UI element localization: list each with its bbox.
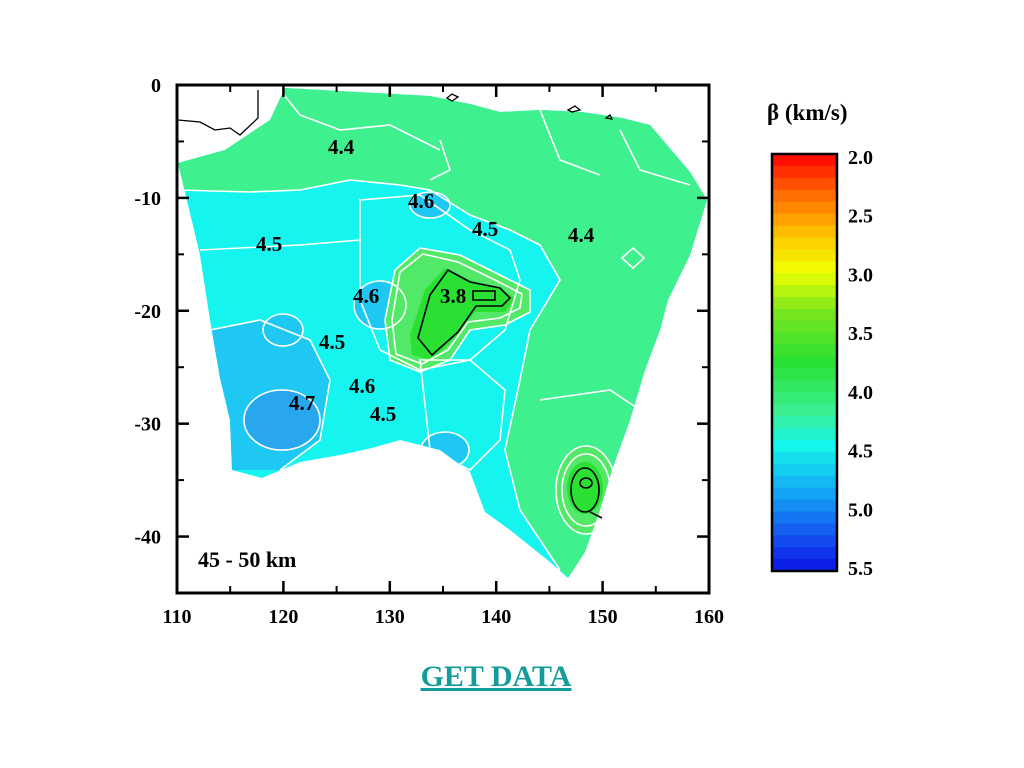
- x-tick-label: 130: [375, 606, 405, 628]
- colorbar-band: [772, 416, 837, 429]
- colorbar-band: [772, 535, 837, 548]
- colorbar-band: [772, 547, 837, 560]
- colorbar-band: [772, 296, 837, 310]
- colorbar-band: [772, 559, 837, 572]
- colorbar-band: [772, 428, 837, 441]
- colorbar-band: [772, 475, 837, 489]
- contour-label: 3.8: [440, 284, 466, 308]
- contour-label: 4.6: [408, 189, 434, 213]
- colorbar-band: [772, 165, 837, 179]
- depth-range-label: 45 - 50 km: [198, 547, 296, 572]
- colorbar-band: [772, 463, 837, 477]
- colorbar-band: [772, 356, 837, 370]
- colorbar-band: [772, 201, 837, 215]
- colorbar-tick-label: 3.5: [848, 323, 873, 345]
- colorbar-band: [772, 499, 837, 513]
- colorbar-band: [772, 523, 837, 536]
- y-tick-label: -30: [134, 414, 161, 436]
- region-4.6-north: [410, 192, 450, 218]
- colorbar-band: [772, 344, 837, 358]
- colorbar-tick-label: 5.0: [848, 499, 873, 521]
- colorbar-tick-label: 2.0: [848, 147, 873, 169]
- region-4.7: [244, 390, 320, 450]
- colorbar-band: [772, 332, 837, 346]
- contour-label: 4.7: [289, 391, 315, 415]
- x-axis-ticks: 110 120 130 140 150 160: [163, 85, 724, 628]
- plot-axes: 110 120 130 140 150 160 0 -10 -20 -30 -40: [134, 75, 724, 628]
- colorbar-tick-label: 4.0: [848, 382, 873, 404]
- contour-label: 4.6: [353, 284, 379, 308]
- colorbar-tick-label: 5.5: [848, 558, 873, 580]
- colorbar-band: [772, 213, 837, 227]
- contour-label: 4.4: [328, 135, 355, 159]
- colorbar-band: [772, 439, 837, 453]
- colorbar-ticks: 2.0 2.5 3.0 3.5 4.0 4.5 5.0 5.5: [848, 147, 873, 580]
- colorbar-band: [772, 511, 837, 524]
- x-tick-label: 160: [694, 606, 724, 628]
- x-tick-label: 140: [481, 606, 511, 628]
- get-data-link[interactable]: GET DATA: [420, 660, 572, 693]
- x-tick-label: 120: [268, 606, 298, 628]
- colorbar-bands: [772, 154, 837, 572]
- colorbar-band: [772, 285, 837, 298]
- contour-value-labels: 4.4 4.6 4.5 4.4 4.5 4.6 3.8 4.5 4.6 4.7 …: [256, 135, 595, 426]
- colorbar-band: [772, 380, 837, 393]
- colorbar-band: [772, 320, 837, 334]
- colorbar-band: [772, 154, 837, 167]
- contour-label: 4.5: [370, 402, 396, 426]
- y-tick-label: 0: [151, 75, 161, 97]
- colorbar-frame: [770, 152, 839, 573]
- contour-label: 4.5: [319, 330, 345, 354]
- y-tick-label: -10: [134, 188, 161, 210]
- coastline-islands: [177, 90, 614, 136]
- colorbar-band: [772, 487, 837, 501]
- x-tick-label: 110: [163, 606, 192, 628]
- colorbar-tick-label: 3.0: [848, 264, 873, 286]
- colorbar-band: [772, 261, 837, 274]
- x-tick-label: 150: [588, 606, 618, 628]
- contour-label: 4.6: [349, 374, 375, 398]
- colorbar-band: [772, 249, 837, 262]
- velocity-colorbar: β (km/s) 2.0 2.5 3.0 3.5 4.0 4.5 5.0 5.5: [767, 100, 873, 580]
- colorbar-tick-label: 2.5: [848, 206, 873, 228]
- colorbar-title: β (km/s): [767, 100, 847, 125]
- colorbar-band: [772, 273, 837, 286]
- colorbar-band: [772, 368, 837, 381]
- contour-label: 4.5: [472, 217, 498, 241]
- colorbar-tick-label: 4.5: [848, 441, 873, 463]
- low-velocity-contours: [417, 268, 603, 519]
- y-tick-label: -20: [134, 301, 161, 323]
- australia-velocity-map: [177, 88, 707, 578]
- colorbar-band: [772, 308, 837, 322]
- contour-label: 4.5: [256, 232, 282, 256]
- colorbar-band: [772, 177, 837, 191]
- colorbar-band: [772, 189, 837, 203]
- y-tick-label: -40: [134, 527, 161, 549]
- colorbar-band: [772, 404, 837, 417]
- colorbar-band: [772, 451, 837, 465]
- colorbar-band: [772, 225, 837, 238]
- colorbar-band: [772, 392, 837, 405]
- y-axis-ticks: 0 -10 -20 -30 -40: [134, 75, 709, 549]
- colorbar-band: [772, 237, 837, 250]
- contour-label: 4.4: [568, 223, 595, 247]
